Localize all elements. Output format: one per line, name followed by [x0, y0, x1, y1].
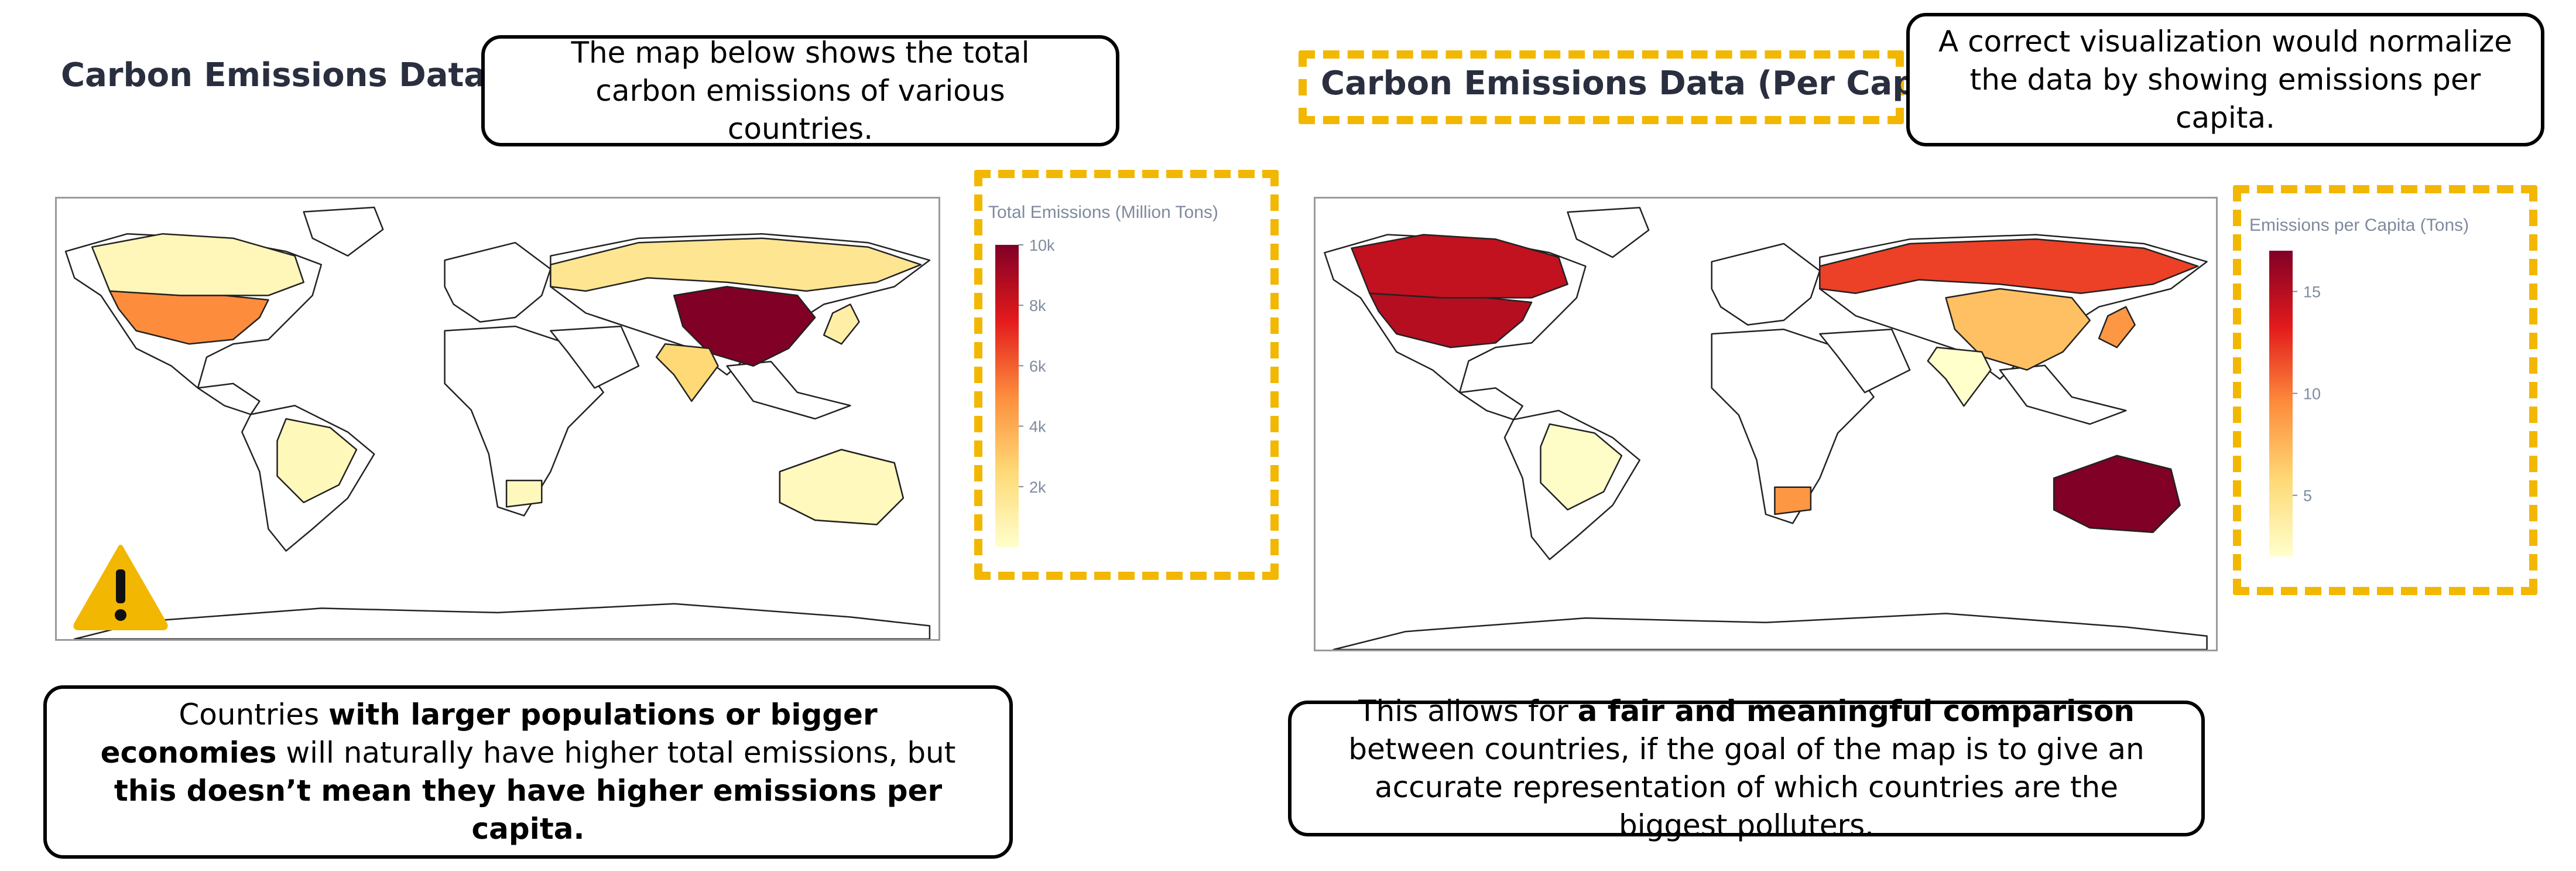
left-colorbar: Total Emissions (Million Tons) 10k 8k 6k 4k 2… [988, 203, 1269, 554]
left-tick-label-2: 6k [1029, 357, 1046, 375]
right-colorbar: Emissions per Capita (Tons) 15 10 5 [2247, 210, 2528, 567]
country-china[interactable] [673, 286, 816, 367]
land-middle-east [550, 325, 640, 389]
land-southeast-asia [1999, 364, 2127, 425]
country-australia[interactable] [779, 449, 905, 525]
right-title-highlight [1299, 50, 1904, 124]
left-bottom-callout: Countries with larger populations or big… [43, 685, 1013, 859]
left-colorbar-gradient [995, 245, 1019, 547]
left-bottom-segment-1: with larger populations or bigger econom… [100, 698, 878, 770]
right-tick-label-1: 10 [2303, 385, 2321, 403]
land-central-america [197, 382, 261, 415]
right-top-callout-text: A correct visualization would normalize … [1938, 24, 2513, 135]
right-tick-label-2: 5 [2303, 487, 2312, 505]
total-emissions-map-svg [64, 206, 931, 639]
right-panel-title: Carbon Emissions Data (Per Capita) [1321, 64, 1980, 103]
per-capita-map-svg [1324, 207, 2208, 650]
right-colorbar-title: Emissions per Capita (Tons) [2249, 216, 2469, 235]
country-china[interactable] [1945, 288, 2091, 371]
right-map [1314, 197, 2218, 651]
left-map [55, 197, 940, 641]
right-colorbar-gradient [2269, 251, 2293, 556]
warning-triangle-icon [71, 542, 170, 631]
land-greenland [303, 206, 384, 257]
country-india[interactable] [1927, 346, 1992, 407]
right-bottom-segment-1: a fair and meaningful comparison [1577, 694, 2135, 728]
left-top-callout: The map below shows the total carbon emi… [481, 35, 1119, 146]
left-tick-label-1: 8k [1029, 297, 1046, 315]
land-europe [1711, 242, 1821, 326]
right-bottom-segment-0: This allows for [1358, 694, 1578, 728]
left-panel-title: Carbon Emissions Data [61, 56, 487, 94]
country-india[interactable] [655, 343, 719, 402]
country-russia[interactable] [1819, 238, 2199, 294]
country-south-africa[interactable] [505, 480, 543, 508]
left-tick-label-0: 10k [1029, 237, 1055, 254]
left-colorbar-title: Total Emissions (Million Tons) [988, 203, 1218, 222]
country-australia[interactable] [2053, 455, 2181, 534]
country-brazil[interactable] [1540, 423, 1623, 511]
left-bottom-segment-3: this doesn’t mean they have higher emiss… [114, 774, 943, 846]
right-bottom-callout-text: This allows for a fair and meaningful co… [1332, 692, 2160, 845]
country-canada[interactable] [1351, 234, 1568, 299]
country-canada[interactable] [91, 233, 304, 296]
land-southeast-asia [726, 360, 851, 420]
right-bottom-callout: This allows for a fair and meaningful co… [1288, 694, 2205, 842]
left-tick-label-3: 4k [1029, 418, 1046, 436]
land-greenland [1567, 207, 1650, 258]
right-tick-label-0: 15 [2303, 283, 2321, 301]
land-central-america [1458, 387, 1523, 421]
land-antarctica [1332, 613, 2208, 650]
left-bottom-segment-0: Countries [179, 698, 329, 732]
country-japan[interactable] [2098, 306, 2136, 349]
left-top-callout-text: The map below shows the total carbon emi… [571, 35, 1030, 146]
country-brazil[interactable] [276, 418, 358, 504]
left-bottom-segment-2: will naturally have higher total emissio… [276, 736, 956, 770]
right-legend-highlight [2233, 185, 2537, 595]
land-antarctica [73, 603, 931, 639]
country-russia[interactable] [550, 237, 922, 292]
left-bottom-callout-text: Countries with larger populations or big… [94, 696, 962, 848]
left-tick-label-4: 2k [1029, 479, 1046, 496]
country-japan[interactable] [823, 303, 860, 345]
right-bottom-segment-2: between countries, if the goal of the ma… [1348, 732, 2145, 842]
left-legend-highlight [974, 170, 1279, 580]
land-middle-east [1819, 329, 1911, 394]
right-top-callout: A correct visualization would normalize … [1906, 13, 2544, 146]
country-south-africa[interactable] [1774, 486, 1812, 515]
land-europe [444, 241, 551, 323]
